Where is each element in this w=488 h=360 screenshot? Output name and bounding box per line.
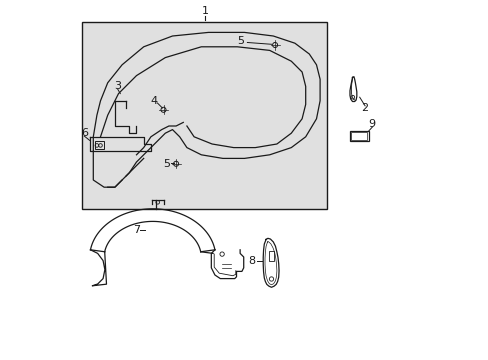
Text: 8: 8 [247,256,255,266]
Text: 9: 9 [368,119,375,129]
Text: 2: 2 [361,103,368,113]
Text: 1: 1 [201,6,208,16]
Bar [268,251,273,261]
Text: 5: 5 [237,36,244,46]
Bar [349,131,368,141]
Bar [351,132,366,140]
Bar [95,141,104,149]
Text: 6: 6 [81,128,88,138]
Text: 4: 4 [151,96,158,106]
Text: 7: 7 [133,225,140,235]
Text: 5: 5 [163,159,170,169]
Bar [82,22,326,209]
Text: 3: 3 [114,81,121,91]
